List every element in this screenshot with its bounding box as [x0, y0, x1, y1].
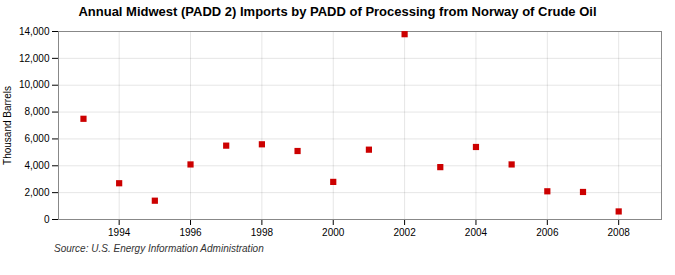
html-text:Annual Midwest (PADD 2) Import: Annual Midwest (PADD 2) Imports by PADD …: [78, 4, 597, 19]
svg-text:12,000: 12,000: [19, 53, 50, 64]
svg-text:2002: 2002: [393, 227, 416, 238]
svg-text:0: 0: [44, 214, 50, 225]
svg-text:1998: 1998: [251, 227, 274, 238]
svg-text:Thousand Barrels: Thousand Barrels: [2, 86, 13, 165]
svg-text:10,000: 10,000: [19, 79, 50, 90]
svg-text:2008: 2008: [608, 227, 631, 238]
svg-text:8,000: 8,000: [24, 106, 49, 117]
svg-text:1996: 1996: [179, 227, 202, 238]
svg-text:4,000: 4,000: [24, 160, 49, 171]
svg-text:6,000: 6,000: [24, 133, 49, 144]
svg-text:14,000: 14,000: [19, 26, 50, 37]
html-text:Source: U.S. Energy Informatio: Source: U.S. Energy Information Administ…: [54, 243, 264, 254]
svg-text:2,000: 2,000: [24, 187, 49, 198]
svg-text:2004: 2004: [465, 227, 488, 238]
svg-text:2006: 2006: [536, 227, 559, 238]
svg-text:1994: 1994: [108, 227, 131, 238]
svg-text:2000: 2000: [322, 227, 345, 238]
